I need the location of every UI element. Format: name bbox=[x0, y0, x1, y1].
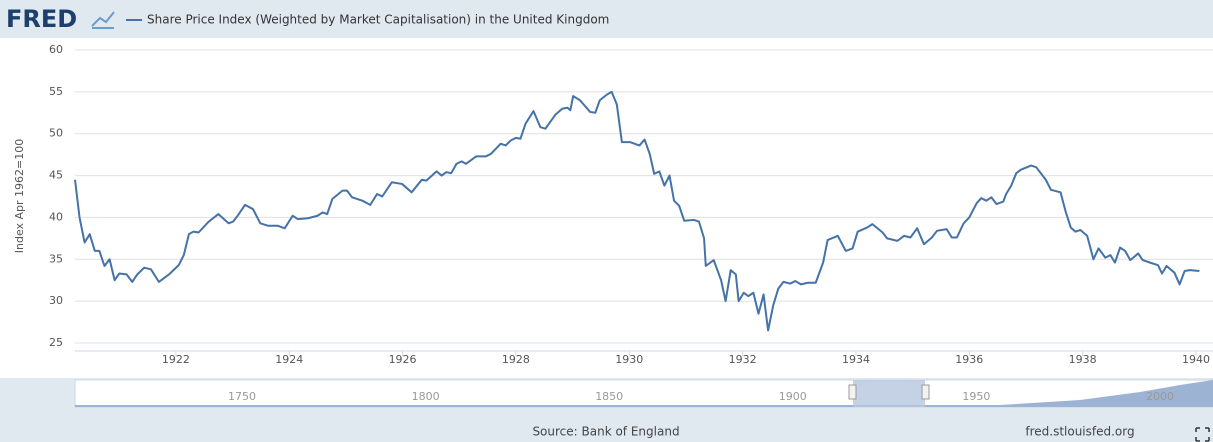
navigator-handle[interactable] bbox=[921, 384, 930, 400]
brand-logo[interactable]: FRED bbox=[6, 5, 77, 33]
plot-background bbox=[0, 38, 1213, 378]
y-tick-label: 60 bbox=[49, 43, 63, 56]
y-axis-label: Index Apr 1962=100 bbox=[13, 139, 26, 254]
navigator-label: 1800 bbox=[412, 390, 440, 403]
y-tick-label: 25 bbox=[49, 336, 63, 349]
navigator-label: 1750 bbox=[228, 390, 256, 403]
x-tick-label: 1924 bbox=[275, 353, 303, 366]
y-tick-label: 50 bbox=[49, 127, 63, 140]
navigator-area bbox=[75, 380, 1213, 407]
navigator-label: 2000 bbox=[1146, 390, 1174, 403]
x-tick-label: 1936 bbox=[955, 353, 983, 366]
navigator[interactable] bbox=[74, 379, 1213, 408]
x-tick-label: 1940 bbox=[1182, 353, 1210, 366]
source: Source: Bank of England bbox=[532, 425, 679, 439]
navigator-label: 1950 bbox=[962, 390, 990, 403]
series-line bbox=[74, 90, 1200, 332]
x-tick-label: 1928 bbox=[502, 353, 530, 366]
x-tick-label: 1930 bbox=[615, 353, 643, 366]
y-tick-label: 35 bbox=[49, 252, 63, 265]
navigator-handle[interactable] bbox=[848, 384, 857, 400]
navigator-label: 1850 bbox=[595, 390, 623, 403]
x-tick-label: 1932 bbox=[729, 353, 757, 366]
site-link[interactable]: fred.stlouisfed.org bbox=[1025, 425, 1134, 439]
y-tick-label: 45 bbox=[49, 169, 63, 182]
fullscreen-icon[interactable] bbox=[1195, 427, 1210, 442]
y-tick-label: 30 bbox=[49, 294, 63, 307]
navigator-label: 1900 bbox=[779, 390, 807, 403]
y-tick-label: 55 bbox=[49, 85, 63, 98]
logo-icon bbox=[91, 11, 115, 29]
y-tick-label: 40 bbox=[49, 210, 63, 223]
navigator-selection[interactable] bbox=[853, 380, 925, 407]
x-tick-label: 1934 bbox=[842, 353, 870, 366]
x-tick-label: 1938 bbox=[1069, 353, 1097, 366]
x-tick-label: 1922 bbox=[162, 353, 190, 366]
x-tick-label: 1926 bbox=[389, 353, 417, 366]
legend-label: Share Price Index (Weighted by Market Ca… bbox=[147, 13, 609, 27]
